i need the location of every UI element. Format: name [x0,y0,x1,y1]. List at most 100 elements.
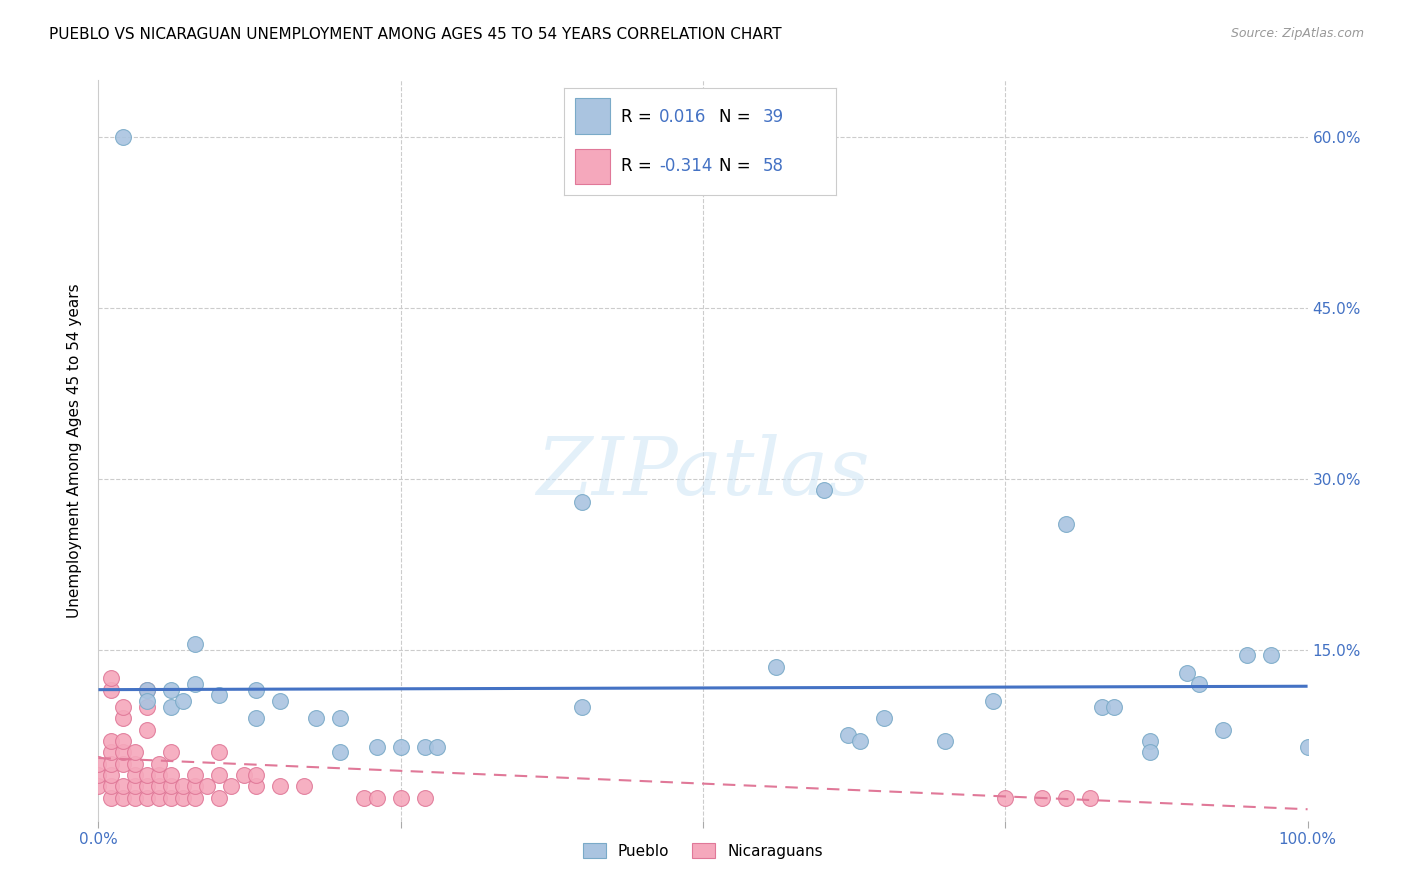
Point [100,768,122,782]
Point [184,790,207,805]
Point [135,780,157,794]
Point [111,699,134,714]
Legend: Pueblo, Nicaraguans: Pueblo, Nicaraguans [576,837,830,865]
Point [148,780,170,794]
Point [366,739,388,754]
Point [87,768,110,782]
Point [329,745,352,759]
Point [100,780,122,794]
Point [813,483,835,498]
Point [329,711,352,725]
Text: PUEBLO VS NICARAGUAN UNEMPLOYMENT AMONG AGES 45 TO 54 YEARS CORRELATION CHART: PUEBLO VS NICARAGUAN UNEMPLOYMENT AMONG … [49,27,782,42]
Point [994,790,1017,805]
Point [100,756,122,771]
Point [571,494,593,508]
Point [765,660,787,674]
Point [111,130,134,145]
Point [111,745,134,759]
Point [873,711,896,725]
Point [571,699,593,714]
Point [1078,790,1101,805]
Point [135,699,157,714]
Point [100,745,122,759]
Point [208,745,231,759]
Point [208,689,231,703]
Point [135,694,157,708]
Point [934,734,956,748]
Text: ZIPatlas: ZIPatlas [536,434,870,511]
Point [232,768,254,782]
Point [172,780,194,794]
Point [124,745,146,759]
Point [160,682,183,697]
Point [849,734,872,748]
Point [148,756,170,771]
Point [1139,745,1161,759]
Point [413,739,436,754]
Point [160,768,183,782]
Point [172,790,194,805]
Point [353,790,375,805]
Point [111,790,134,805]
Point [1188,677,1211,691]
Point [208,790,231,805]
Point [124,780,146,794]
Point [172,694,194,708]
Point [111,711,134,725]
Point [184,780,207,794]
Point [160,699,183,714]
Point [100,682,122,697]
Point [111,756,134,771]
Point [100,734,122,748]
Point [389,739,412,754]
Point [837,728,859,742]
Point [1139,734,1161,748]
Point [124,790,146,805]
Point [1175,665,1198,680]
Point [1091,699,1114,714]
Point [1102,699,1125,714]
Point [135,682,157,697]
Point [1054,790,1077,805]
Point [245,682,267,697]
Point [269,694,291,708]
Point [981,694,1004,708]
Point [87,756,110,771]
Point [135,723,157,737]
Y-axis label: Unemployment Among Ages 45 to 54 years: Unemployment Among Ages 45 to 54 years [67,283,83,618]
Point [195,780,218,794]
Point [111,734,134,748]
Point [305,711,328,725]
Point [1260,648,1282,663]
Point [245,780,267,794]
Point [221,780,243,794]
Point [124,756,146,771]
Point [184,637,207,651]
Point [160,780,183,794]
Point [184,677,207,691]
Point [148,768,170,782]
Point [208,768,231,782]
Point [1296,739,1319,754]
Point [135,682,157,697]
Point [413,790,436,805]
Point [100,790,122,805]
Text: Source: ZipAtlas.com: Source: ZipAtlas.com [1230,27,1364,40]
Point [124,768,146,782]
Point [135,768,157,782]
Point [245,768,267,782]
Point [292,780,315,794]
Point [100,671,122,685]
Point [269,780,291,794]
Point [135,790,157,805]
Point [148,790,170,805]
Point [1031,790,1053,805]
Point [111,780,134,794]
Point [160,745,183,759]
Point [87,780,110,794]
Point [245,711,267,725]
Point [160,790,183,805]
Point [1212,723,1234,737]
Point [389,790,412,805]
Point [1054,517,1077,532]
